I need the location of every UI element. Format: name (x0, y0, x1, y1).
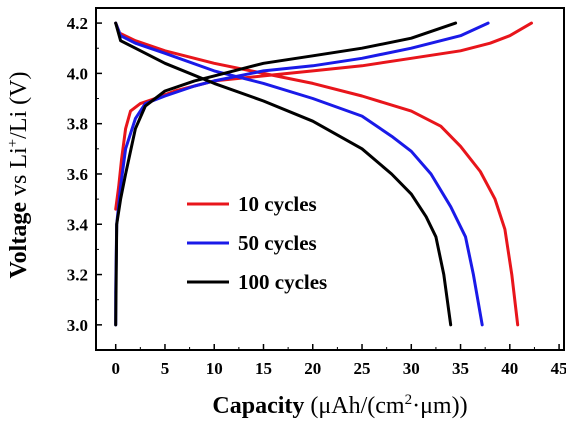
x-tick-label: 5 (161, 359, 170, 378)
x-tick-label: 15 (255, 359, 272, 378)
legend: 10 cycles 50 cycles 100 cycles (187, 192, 327, 294)
x-tick-label: 35 (452, 359, 469, 378)
series-line-discharge (114, 21, 453, 327)
x-tick-label: 45 (551, 359, 566, 378)
y-axis: 3.0 3.2 3.4 3.6 3.8 4.0 4.2 (67, 14, 102, 335)
y-tick-label: 3.6 (67, 165, 88, 184)
legend-label: 100 cycles (238, 270, 327, 294)
y-tick-label: 3.0 (67, 316, 88, 335)
y-tick-label: 4.2 (67, 14, 88, 33)
series-lines (114, 21, 533, 327)
legend-label: 50 cycles (238, 231, 317, 255)
y-axis-title: Voltage vs Li+/Li (V) (5, 72, 32, 279)
plot-frame (95, 7, 565, 351)
x-tick-label: 40 (501, 359, 518, 378)
series-line-discharge (114, 21, 484, 327)
x-tick-label: 30 (403, 359, 420, 378)
y-tick-label: 3.2 (67, 266, 88, 285)
legend-label: 10 cycles (238, 192, 317, 216)
series-line-discharge (114, 21, 520, 327)
x-tick-label: 0 (111, 359, 120, 378)
y-tick-label: 3.8 (67, 115, 88, 134)
x-axis: 0 5 10 15 20 25 30 35 40 45 (111, 344, 566, 378)
x-tick-label: 10 (206, 359, 223, 378)
series-line-charge (114, 21, 458, 327)
x-tick-label: 20 (304, 359, 321, 378)
x-axis-title: Capacity (μAh/(cm2·μm)) (212, 392, 467, 419)
x-tick-label: 25 (354, 359, 371, 378)
y-tick-label: 3.4 (67, 215, 89, 234)
y-tick-label: 4.0 (67, 64, 88, 83)
plot-border (95, 7, 565, 351)
series-line-charge (114, 21, 533, 211)
